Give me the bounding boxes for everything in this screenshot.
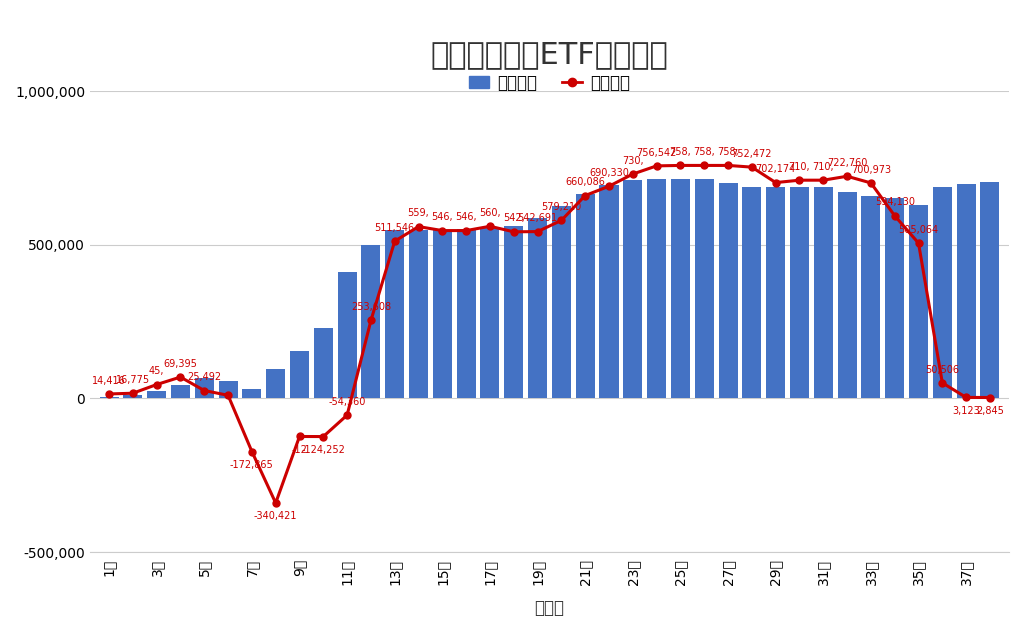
Bar — [218, 382, 238, 398]
Text: 690,330: 690,330 — [589, 168, 629, 178]
Text: 758,: 758, — [670, 147, 691, 157]
Text: 752,472: 752,472 — [731, 149, 772, 159]
Bar — [742, 187, 762, 398]
Bar — [552, 206, 571, 398]
Bar — [861, 195, 881, 398]
Bar — [647, 179, 667, 398]
Bar — [99, 397, 119, 398]
Text: 702,174: 702,174 — [756, 164, 796, 174]
Text: 546,: 546, — [431, 212, 454, 222]
Bar — [313, 328, 333, 398]
Bar — [575, 194, 595, 398]
Text: 730,: 730, — [622, 155, 644, 166]
Bar — [766, 187, 785, 398]
Bar — [147, 391, 166, 398]
Bar — [814, 187, 833, 398]
Bar — [266, 369, 286, 398]
Text: 542,: 542, — [503, 214, 524, 224]
Text: -12: -12 — [292, 445, 307, 455]
Bar — [171, 384, 190, 398]
Text: 45,: 45, — [148, 366, 165, 376]
Legend: 累計利益, 実現損益: 累計利益, 実現損益 — [462, 67, 637, 99]
Bar — [528, 217, 547, 398]
Text: 2,845: 2,845 — [976, 406, 1004, 416]
Text: 660,086: 660,086 — [565, 177, 605, 187]
Text: 546,: 546, — [456, 212, 477, 222]
Text: 3,123: 3,123 — [952, 406, 980, 416]
Text: -124,252: -124,252 — [301, 445, 345, 455]
Text: 722,760: 722,760 — [827, 158, 867, 168]
Text: 505,064: 505,064 — [898, 225, 939, 235]
Bar — [504, 226, 523, 398]
Text: 511,546: 511,546 — [375, 223, 415, 233]
Text: 16,775: 16,775 — [116, 375, 150, 385]
Text: 758,: 758, — [717, 147, 739, 157]
Bar — [980, 182, 999, 398]
Bar — [671, 179, 690, 398]
Bar — [624, 180, 642, 398]
Text: 559,: 559, — [408, 209, 429, 218]
Bar — [694, 179, 714, 398]
Text: 700,973: 700,973 — [851, 164, 891, 174]
Text: 594,130: 594,130 — [874, 197, 914, 207]
Text: 50,506: 50,506 — [926, 365, 959, 375]
Bar — [457, 229, 476, 398]
Text: 25,492: 25,492 — [187, 372, 221, 382]
Bar — [243, 389, 261, 398]
Text: 560,: 560, — [479, 208, 501, 218]
Bar — [123, 395, 142, 398]
Text: -172,865: -172,865 — [230, 460, 273, 470]
Bar — [409, 230, 428, 398]
Bar — [909, 205, 928, 398]
Bar — [599, 185, 618, 398]
Bar — [385, 230, 404, 398]
Title: トライオートETF週間実績: トライオートETF週間実績 — [431, 40, 669, 70]
Text: -340,421: -340,421 — [254, 511, 297, 521]
Bar — [933, 187, 952, 398]
Bar — [790, 187, 809, 398]
Text: 14,416: 14,416 — [92, 375, 126, 386]
Text: 69,395: 69,395 — [164, 359, 198, 368]
Bar — [338, 272, 356, 398]
Bar — [361, 245, 381, 398]
Text: 756,542: 756,542 — [637, 147, 677, 157]
Bar — [480, 228, 500, 398]
Bar — [290, 351, 309, 398]
X-axis label: 経過週: 経過週 — [535, 599, 564, 617]
Bar — [195, 379, 214, 398]
Bar — [885, 198, 904, 398]
Bar — [956, 184, 976, 398]
Text: 710,: 710, — [788, 162, 810, 172]
Text: -54,360: -54,360 — [329, 397, 366, 407]
Text: 710,: 710, — [812, 162, 835, 172]
Bar — [719, 183, 737, 398]
Text: 758,: 758, — [693, 147, 715, 157]
Bar — [433, 230, 452, 398]
Text: 253,608: 253,608 — [351, 302, 391, 312]
Text: 579,210: 579,210 — [542, 202, 582, 212]
Bar — [838, 192, 857, 398]
Text: 542,691: 542,691 — [517, 213, 558, 223]
